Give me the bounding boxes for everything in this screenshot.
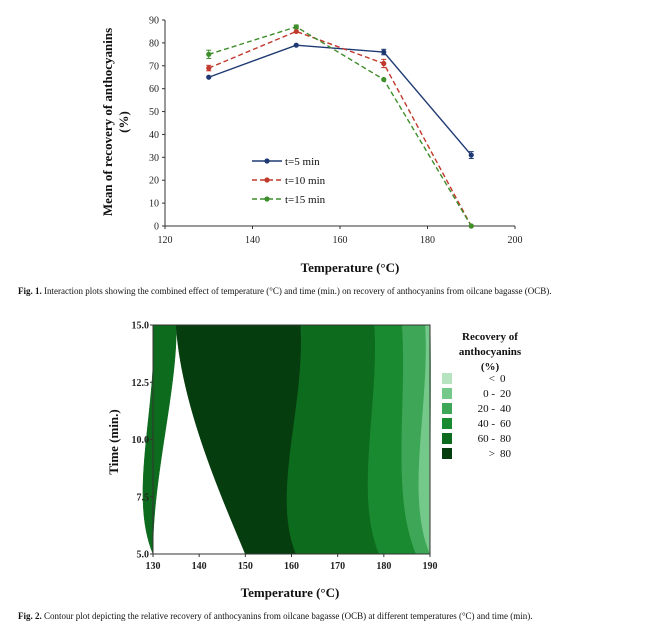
contour-y-tick-label: 12.5 (132, 378, 150, 389)
y-tick-label: 50 (149, 107, 159, 118)
y-tick-label: 10 (149, 199, 159, 210)
contour-legend-title-line: Recovery of (462, 331, 518, 343)
series-line-1 (208, 44, 472, 156)
contour-x-tick-label: 170 (330, 561, 345, 572)
legend-marker (264, 177, 270, 183)
data-point (468, 223, 474, 229)
contour-region-2 (175, 324, 302, 555)
contour-y-tick-label: 7.5 (137, 492, 150, 503)
contour-legend-swatch-6 (442, 448, 452, 459)
data-point (206, 74, 212, 80)
contour-legend-range: > (489, 448, 495, 460)
data-point (206, 65, 212, 71)
contour-legend-swatch-5 (442, 433, 452, 444)
data-point (293, 28, 299, 35)
contour-legend-value: 80 (500, 433, 512, 445)
interaction-plot-series (206, 24, 474, 229)
figure2-caption-text: Contour plot depicting the relative reco… (44, 611, 533, 621)
contour-legend-swatch-4 (442, 418, 452, 429)
data-point (381, 60, 387, 67)
y-tick-label: 60 (149, 84, 159, 95)
contour-legend-swatch-3 (442, 403, 452, 414)
contour-x-tick-label: 160 (284, 561, 299, 572)
contour-legend-range: 20 - (478, 403, 496, 415)
contour-legend-value: 80 (500, 448, 512, 460)
y-tick-label: 40 (149, 130, 159, 141)
contour-legend-range: 0 - (483, 388, 495, 400)
contour-y-axis-label: Time (min.) (106, 409, 121, 474)
x-tick-label: 160 (333, 235, 348, 246)
contour-legend: Recovery of anthocyanins (%)< 0 0 - 20 20 - 40 4… (442, 331, 522, 460)
y-tick-label: 20 (149, 176, 159, 187)
y-axis-label-line1: Mean of recovery of anthocyanins (100, 28, 115, 216)
contour-x-tick-label: 130 (146, 561, 161, 572)
legend-label: t=15 min (285, 194, 326, 206)
contour-x-axis-label: Temperature (°C) (241, 585, 340, 600)
x-tick-label: 120 (158, 235, 173, 246)
data-point (206, 51, 212, 57)
data-point (293, 24, 299, 30)
contour-legend-swatch-2 (442, 388, 452, 399)
x-tick-label: 140 (245, 235, 260, 246)
x-tick-label: 200 (508, 235, 523, 246)
contour-y-tick-label: 5.0 (137, 550, 150, 561)
contour-legend-range: 60 - (478, 433, 496, 445)
y-tick-label: 0 (154, 222, 159, 233)
x-axis-label: Temperature (°C) (301, 260, 400, 275)
contour-legend-value: 20 (500, 388, 512, 400)
contour-legend-value: 0 (500, 373, 506, 385)
legend-marker (264, 158, 270, 164)
y-tick-label: 80 (149, 38, 159, 49)
contour-y-tick-label: 10.0 (132, 435, 150, 446)
interaction-plot-axes: 0 10 20 30 40 50 60 70 80 90 120 140 160 180 200 (149, 16, 523, 247)
contour-legend-range: 40 - (478, 418, 496, 430)
y-axis-label-line2: (%) (116, 111, 131, 133)
interaction-plot-legend: t=5 min t=10 min t=15 min (252, 156, 326, 206)
contour-regions (142, 324, 431, 555)
legend-label: t=10 min (285, 175, 326, 187)
figure2-caption: Fig. 2. Contour plot depicting the relat… (18, 611, 638, 621)
contour-x-tick-label: 140 (192, 561, 207, 572)
interaction-plot: 0 10 20 30 40 50 60 70 80 90 120 140 160 180 200 t=5 m… (100, 16, 523, 276)
figure2-caption-label: Fig. 2. (18, 611, 42, 621)
data-point (293, 42, 299, 48)
contour-x-tick-label: 180 (376, 561, 391, 572)
contour-plot: 130 140 150 160 170 180 1905.07.510.012.515.0 … (106, 321, 522, 601)
figure1-caption: Fig. 1. Interaction plots showing the co… (18, 286, 638, 296)
figure1-caption-label: Fig. 1. (18, 286, 42, 296)
legend-label: t=5 min (285, 156, 320, 168)
x-tick-label: 180 (420, 235, 435, 246)
series-line-2 (208, 30, 472, 227)
contour-legend-value: 40 (500, 403, 512, 415)
contour-x-tick-label: 190 (423, 561, 438, 572)
figure1-caption-text: Interaction plots showing the combined e… (44, 286, 552, 296)
data-point (381, 76, 387, 83)
contour-region-3 (286, 324, 380, 555)
data-point (468, 152, 474, 158)
y-tick-label: 70 (149, 61, 159, 72)
contour-legend-swatch-1 (442, 373, 452, 384)
contour-legend-range: < (489, 373, 495, 385)
series-line-3 (208, 26, 472, 227)
contour-x-tick-label: 150 (238, 561, 253, 572)
contour-legend-title-line: (%) (481, 361, 500, 373)
contour-legend-value: 60 (500, 418, 512, 430)
contour-legend-title-line: anthocyanins (459, 346, 522, 358)
data-point (381, 49, 387, 55)
contour-y-tick-label: 15.0 (132, 321, 150, 332)
y-tick-label: 30 (149, 153, 159, 164)
y-tick-label: 90 (149, 16, 159, 27)
contour-plot-axes: 130 140 150 160 170 180 190 5.0 7.5 10.0 12.5 15.0 (132, 321, 438, 573)
legend-marker (264, 196, 270, 202)
